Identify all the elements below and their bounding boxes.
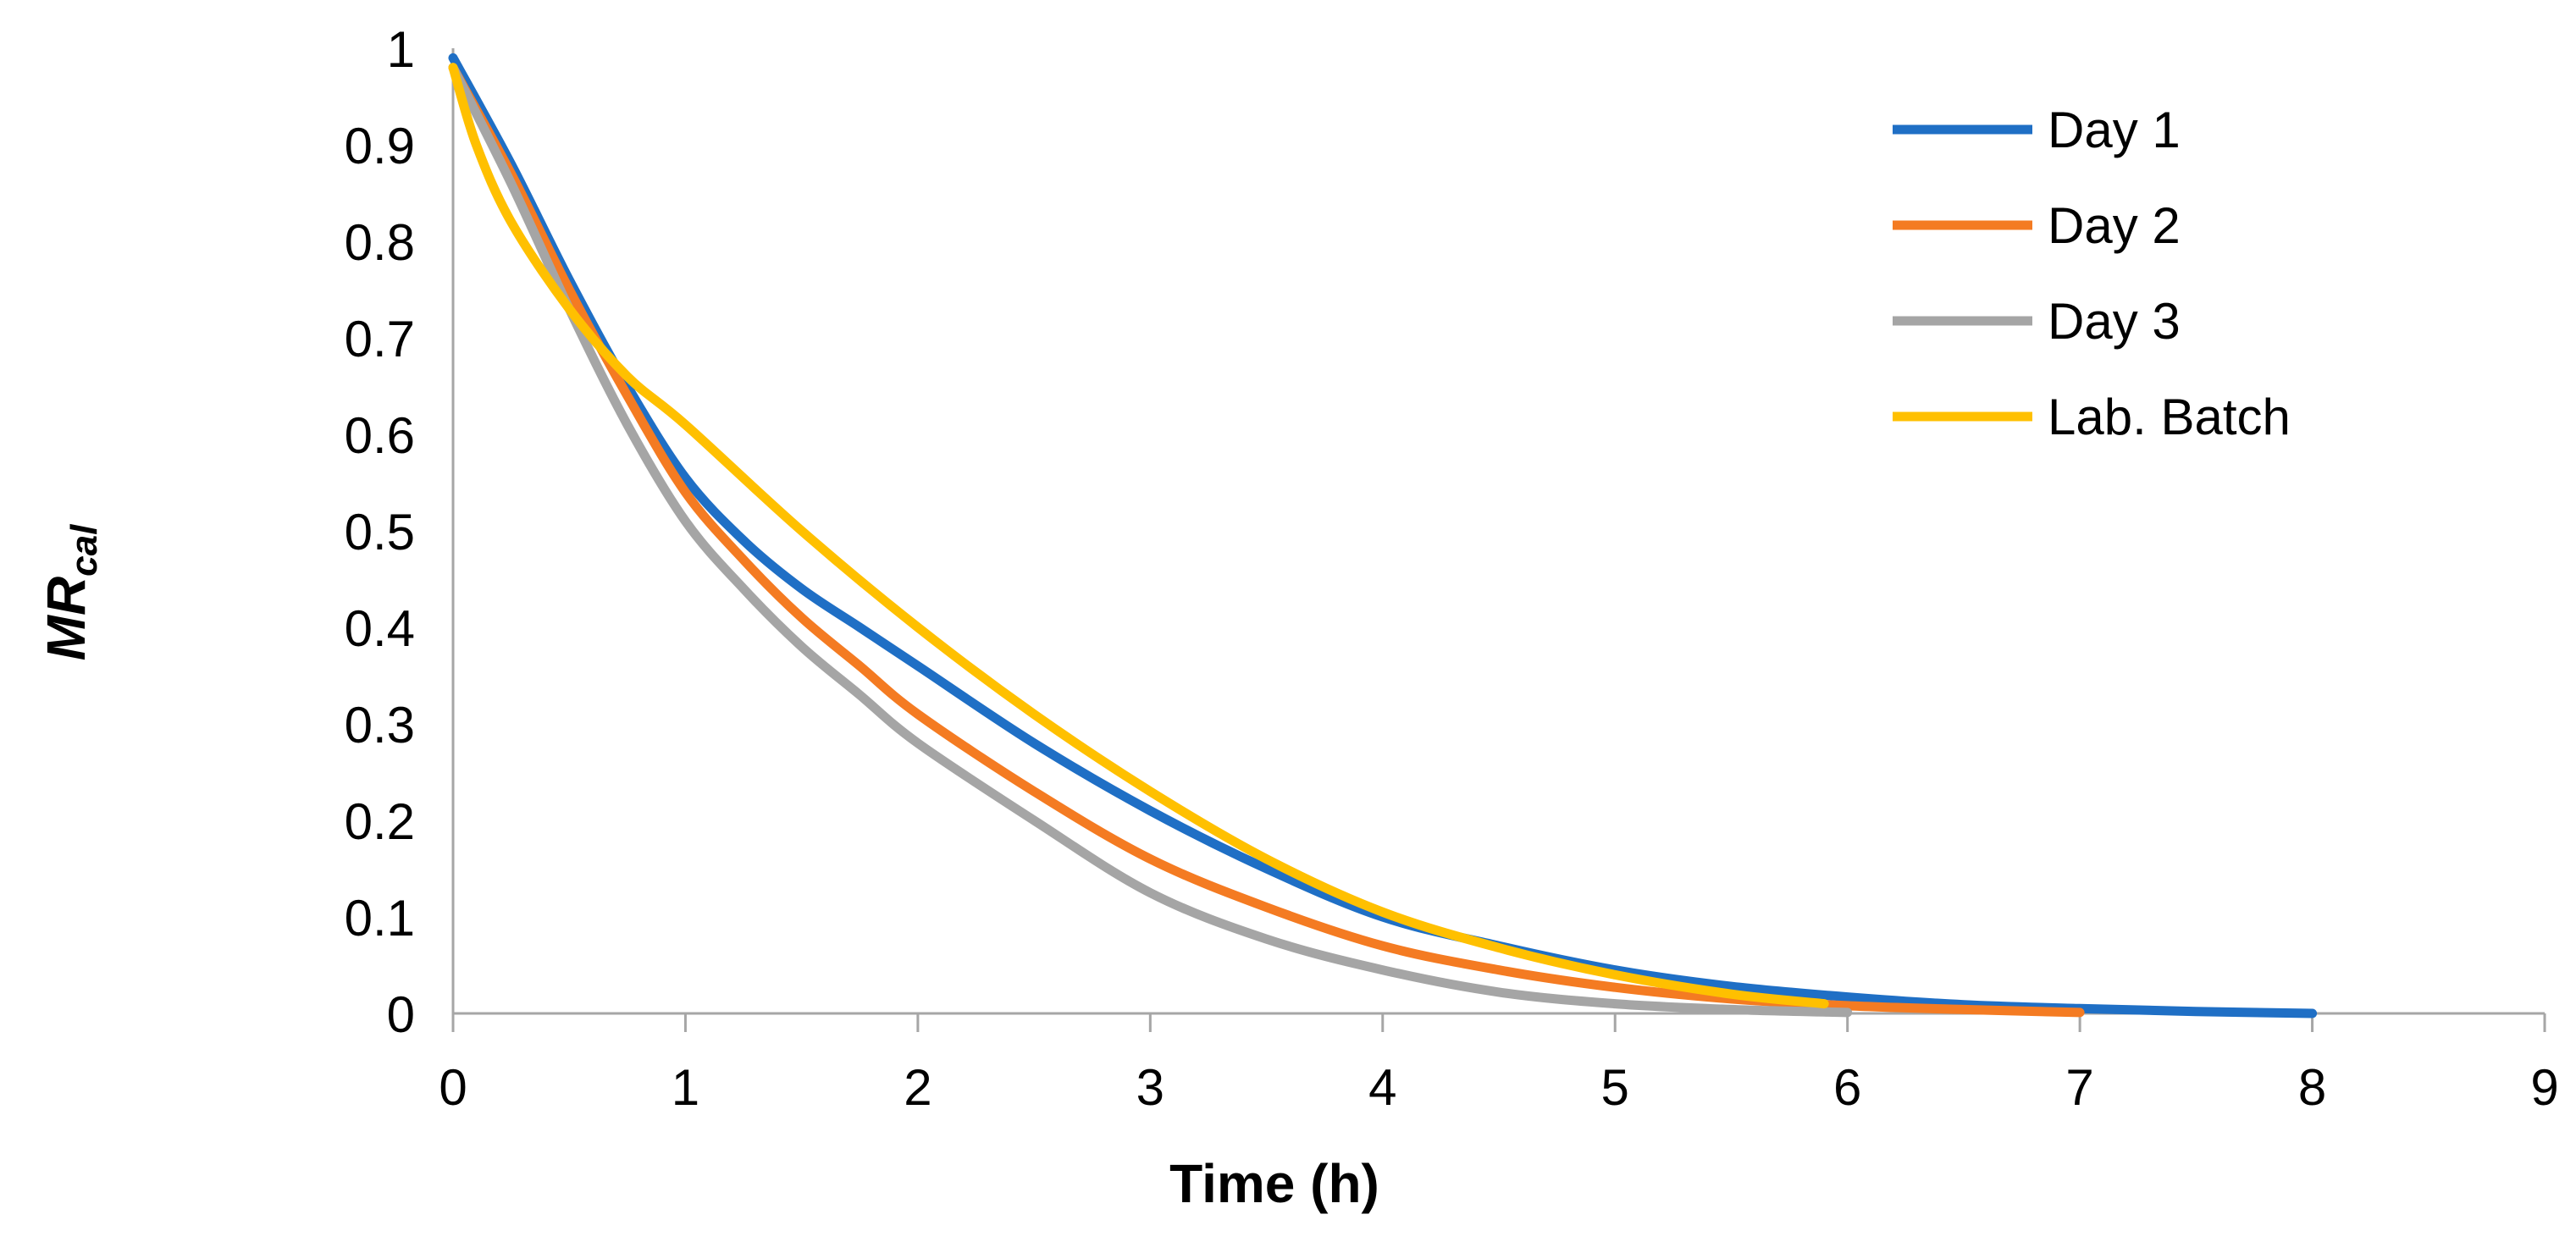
y-axis: 0 0.1 0.2 0.3 0.4 0.5 0.6 0.7 0.8 0.9 1 <box>345 21 455 1043</box>
series-line-day-3 <box>448 63 1853 1018</box>
legend: Day 1 Day 2 Day 3 Lab. Batch <box>1893 102 2291 445</box>
legend-label-day-1: Day 1 <box>2048 102 2181 158</box>
series-line-lab-batch <box>448 63 1829 1009</box>
y-axis-title-sub: cal <box>64 524 105 577</box>
x-tick-label: 7 <box>2065 1059 2093 1116</box>
legend-label-day-2: Day 2 <box>2048 197 2181 254</box>
series-line-day-1 <box>448 52 2318 1018</box>
x-tick-label: 3 <box>1136 1059 1164 1116</box>
y-axis-title: MRcal <box>36 524 105 660</box>
legend-label-day-3: Day 3 <box>2048 293 2181 350</box>
x-axis: 0 1 2 3 4 5 6 7 8 9 <box>439 1012 2559 1116</box>
y-tick-label: 0.5 <box>345 504 415 560</box>
y-tick-label: 1 <box>387 21 415 78</box>
y-tick-label: 0.6 <box>345 407 415 464</box>
y-tick-label: 0.4 <box>345 600 415 657</box>
y-tick-label: 0.3 <box>345 697 415 753</box>
x-tick-label: 2 <box>904 1059 931 1116</box>
y-tick-label: 0.2 <box>345 793 415 850</box>
x-tick-label: 1 <box>672 1059 699 1116</box>
series-layer <box>448 52 2318 1018</box>
x-tick-label: 6 <box>1833 1059 1861 1116</box>
x-axis-title: Time (h) <box>1169 1153 1379 1214</box>
x-tick-label: 4 <box>1368 1059 1396 1116</box>
x-tick-label: 8 <box>2298 1059 2326 1116</box>
x-tick-label: 0 <box>439 1059 467 1116</box>
y-tick-label: 0.7 <box>345 311 415 367</box>
series-line-day-2 <box>448 63 2085 1018</box>
y-tick-label: 0.9 <box>345 118 415 174</box>
legend-label-lab-batch: Lab. Batch <box>2048 389 2291 445</box>
y-axis-title-main: MR <box>36 577 97 661</box>
y-tick-label: 0 <box>387 986 415 1043</box>
x-tick-label: 5 <box>1601 1059 1629 1116</box>
y-tick-label: 0.8 <box>345 214 415 271</box>
y-tick-label: 0.1 <box>345 890 415 947</box>
x-tick-label: 9 <box>2530 1059 2558 1116</box>
